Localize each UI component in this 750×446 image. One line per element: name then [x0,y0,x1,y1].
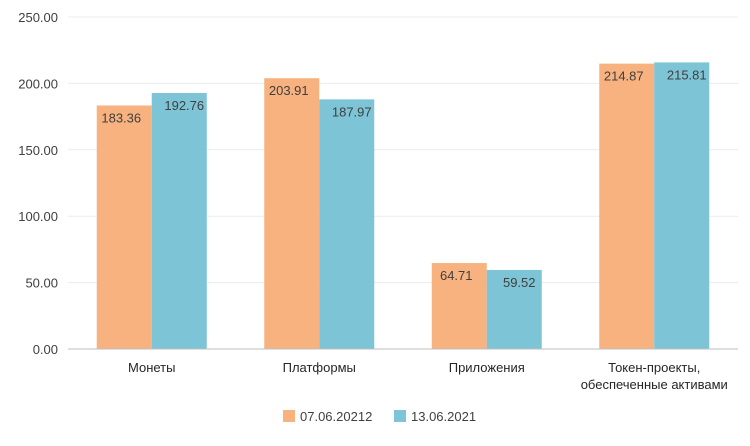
legend-label: 13.06.2021 [411,409,476,424]
legend: 07.06.20212 13.06.2021 [283,409,476,424]
data-label: 192.76 [164,98,204,113]
bar [486,269,542,349]
legend-label: 07.06.20212 [300,409,372,424]
x-tick-label: Платформы [283,360,356,375]
y-tick-label: 50.00 [25,276,58,291]
y-tick-label: 250.00 [18,10,58,25]
data-label: 59.52 [503,275,536,290]
data-labels: 183.36 192.76 203.91 187.97 64.71 59.52 214.87… [101,67,706,290]
bar [151,93,207,350]
data-label: 203.91 [269,83,309,98]
bar [264,78,320,349]
data-label: 64.71 [440,268,473,283]
y-tick-label: 200.00 [18,76,58,91]
y-tick-label: 100.00 [18,209,58,224]
bar [96,105,152,349]
y-tick-label: 150.00 [18,143,58,158]
data-label: 214.87 [604,69,644,84]
y-axis-tick-labels: 0.00 50.00 100.00 150.00 200.00 250.00 [18,10,58,357]
data-label: 215.81 [667,67,707,82]
x-tick-label: Приложения [449,360,525,375]
x-axis: Монеты Платформы Приложения Токен-проекты, о… [68,348,738,392]
data-label: 183.36 [101,110,141,125]
bar [431,263,487,349]
bars [96,62,710,350]
y-tick-label: 0.00 [33,342,58,357]
bar [654,62,710,349]
x-tick-label: Токен-проекты, обеспеченные активами [581,360,728,392]
x-tick-label: Монеты [128,360,175,375]
legend-swatch [283,410,295,422]
bar [599,63,655,349]
bar [319,99,375,349]
data-label: 187.97 [332,104,372,119]
legend-swatch [394,410,406,422]
